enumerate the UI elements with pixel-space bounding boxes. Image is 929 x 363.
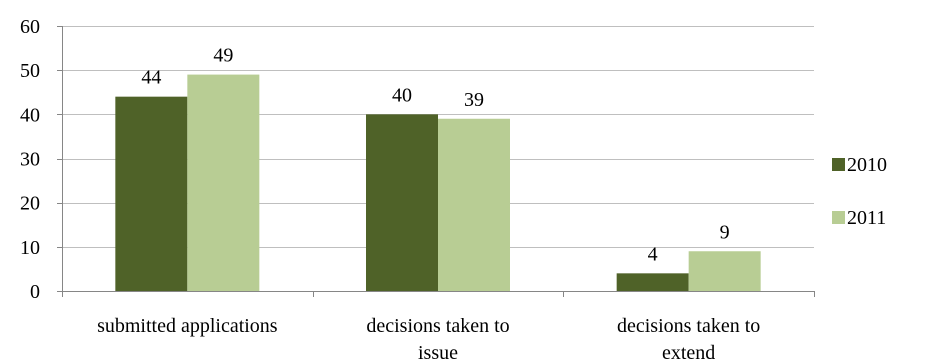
y-tick-label: 20 [20, 193, 40, 215]
x-category-label: extend [662, 342, 715, 363]
bar-2011-1 [438, 118, 510, 291]
bar-2011-0 [187, 74, 260, 291]
y-tick-label: 50 [20, 60, 40, 82]
y-tick-label: 40 [20, 104, 40, 126]
data-label: 39 [464, 89, 484, 111]
bar-2010-2 [616, 273, 689, 291]
data-label: 4 [648, 243, 658, 265]
data-label: 9 [720, 221, 730, 243]
x-category-label: issue [418, 342, 458, 363]
y-tick-label: 0 [30, 281, 40, 303]
bar-2011-2 [688, 251, 761, 291]
x-category-label: submitted applications [97, 315, 278, 337]
y-tick-label: 10 [20, 237, 40, 259]
y-tick-label: 30 [20, 149, 40, 171]
x-category-label: decisions taken to [366, 315, 509, 337]
legend-swatch-2011 [832, 211, 845, 224]
data-label: 49 [213, 45, 233, 67]
legend-swatch-2010 [832, 158, 845, 171]
bar-2010-1 [366, 114, 438, 291]
legend-label: 2010 [847, 154, 887, 176]
y-tick-label: 60 [20, 16, 40, 38]
x-category-label: decisions taken to [617, 315, 760, 337]
legend-label: 2011 [847, 207, 886, 229]
data-label: 40 [392, 84, 412, 106]
data-label: 44 [141, 67, 161, 89]
bar-2010-0 [115, 96, 188, 292]
